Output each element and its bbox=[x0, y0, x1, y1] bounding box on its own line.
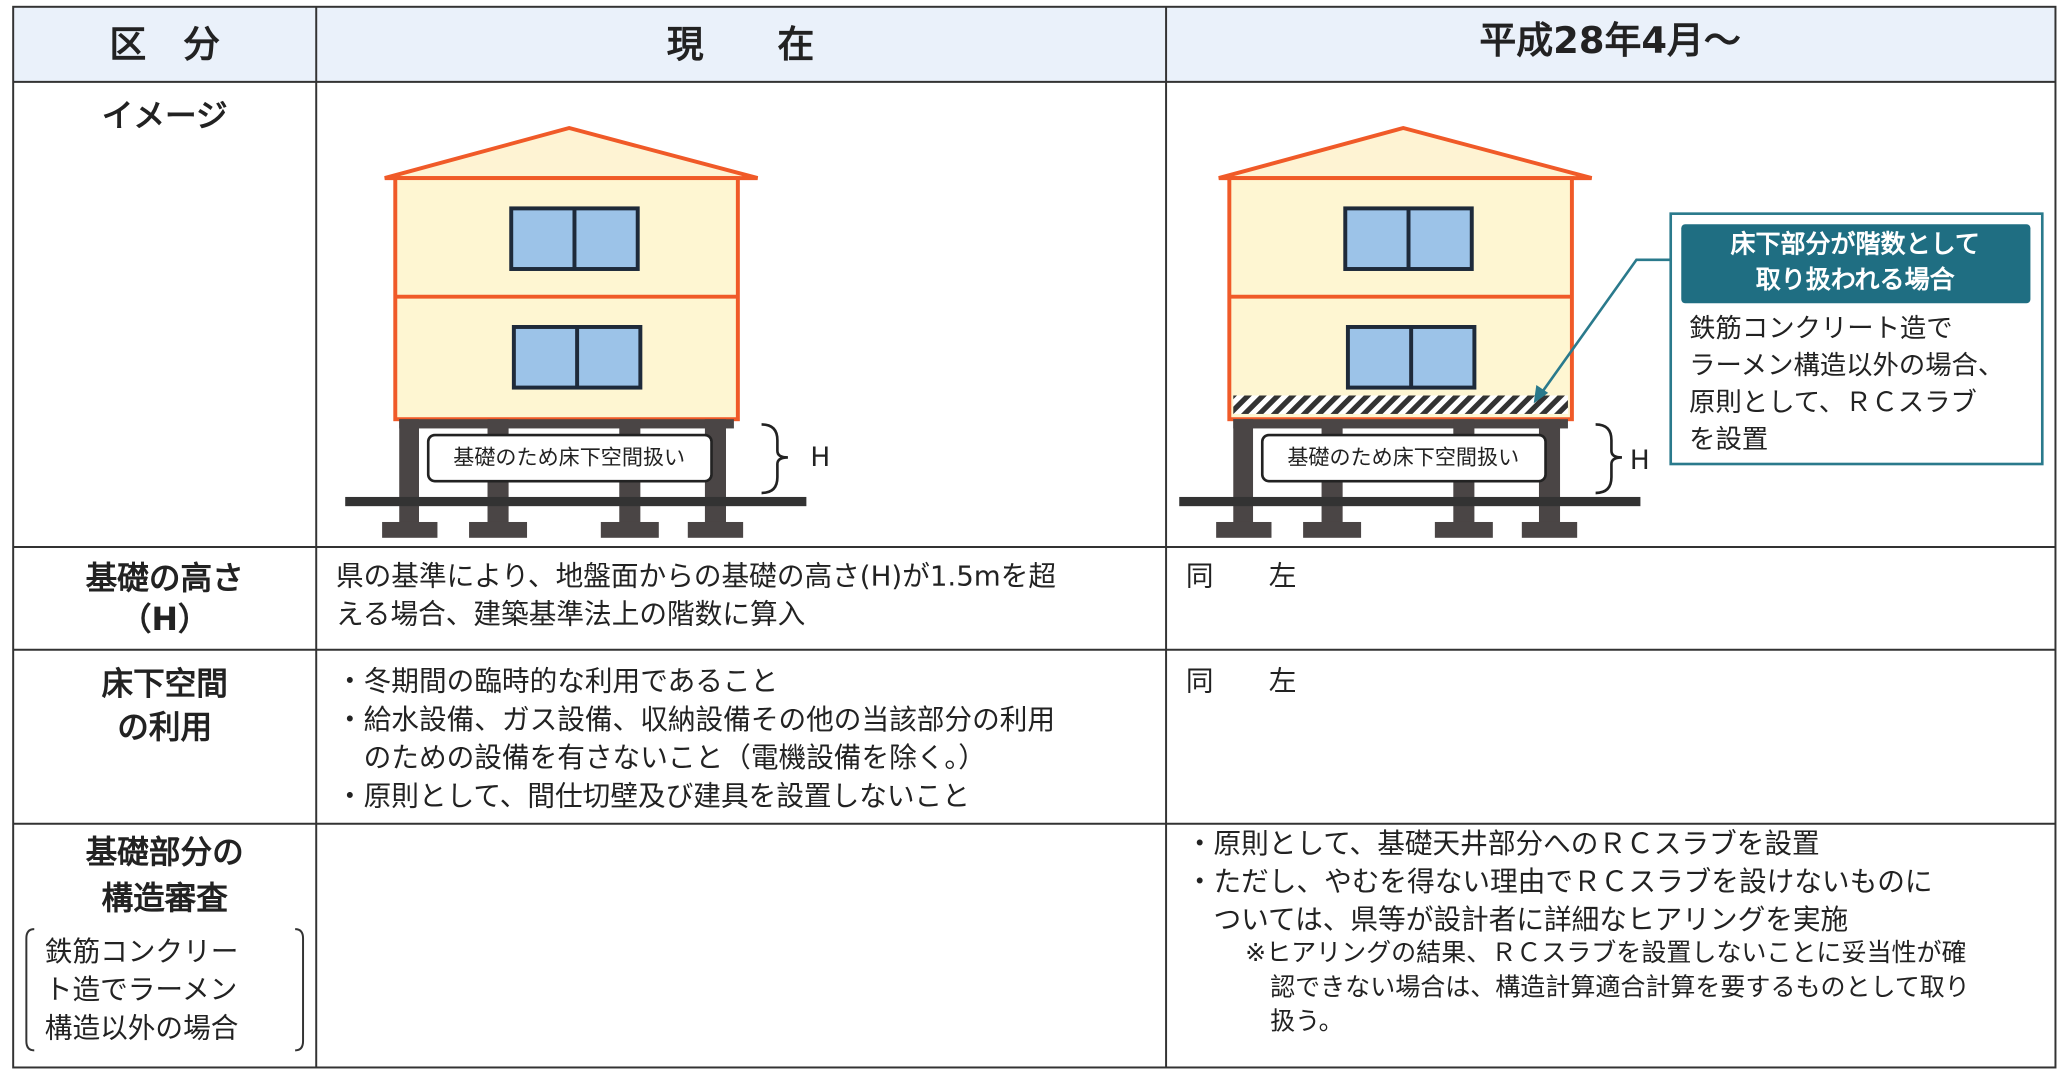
arrow-head bbox=[1533, 384, 1549, 404]
row-label: イメージ bbox=[102, 98, 228, 134]
table-grid bbox=[12, 5, 2057, 1069]
callout-title: 取り扱われる場合 bbox=[1756, 265, 1956, 294]
row-label: の利用 bbox=[117, 710, 212, 746]
header-cell: 平成28年4月～ bbox=[1479, 19, 1740, 62]
body-cells: 県の基準により、地盤面からの基礎の高さ(H)が1.5mを超える場合、建築基準法上… bbox=[336, 559, 1970, 1035]
row-label: 基礎の高さ bbox=[86, 561, 244, 597]
cell-text: ・ただし、やむを得ない理由でＲＣスラブを設けないものに bbox=[1186, 865, 1933, 898]
cell-text: ※ヒアリングの結果、ＲＣスラブを設置しないことに妥当性が確 bbox=[1245, 938, 1966, 967]
cell-text: ・冬期間の臨時的な利用であること bbox=[336, 665, 778, 698]
height-mark: H bbox=[1630, 446, 1650, 476]
callout-text: を設置 bbox=[1689, 425, 1768, 455]
row-label: 構造審査 bbox=[101, 881, 228, 917]
callout-title-bg bbox=[1681, 224, 2031, 304]
header-cell: 区 分 bbox=[109, 23, 220, 66]
callout-text: ラーメン構造以外の場合、 bbox=[1689, 351, 2004, 381]
callout-title: 床下部分が階数として bbox=[1730, 229, 1979, 258]
cell-text: える場合、建築基準法上の階数に算入 bbox=[336, 598, 805, 631]
cell-text: ・原則として、基礎天井部分へのＲＣスラブを設置 bbox=[1186, 827, 1820, 860]
rc-slab bbox=[1233, 395, 1568, 414]
row-label: 床下空間 bbox=[101, 666, 227, 702]
row-note: 構造以外の場合 bbox=[45, 1011, 239, 1044]
cell-text: ・給水設備、ガス設備、収納設備その他の当該部分の利用 bbox=[336, 703, 1055, 736]
callout-text: 鉄筋コンクリート造で bbox=[1689, 314, 1952, 344]
cell-text: 県の基準により、地盤面からの基礎の高さ(H)が1.5mを超 bbox=[336, 559, 1056, 592]
header-bg bbox=[13, 6, 2056, 82]
note-bracket bbox=[25, 928, 305, 1052]
row-label: 基礎部分の bbox=[86, 835, 244, 871]
house-current bbox=[343, 126, 809, 540]
header-cell: 現 在 bbox=[667, 23, 815, 66]
cell-text: 同 左 bbox=[1186, 665, 1297, 698]
image-label: 基礎のため床下空間扱い bbox=[453, 445, 685, 470]
house-future bbox=[1177, 126, 1643, 540]
cell-text: ついては、県等が設計者に詳細なヒアリングを実施 bbox=[1186, 903, 1848, 936]
callout-arrow bbox=[1540, 258, 1671, 394]
cell-text: ・原則として、間仕切壁及び建具を設置しないこと bbox=[336, 779, 970, 812]
row-note: 鉄筋コンクリー bbox=[45, 935, 239, 968]
image-label: 基礎のため床下空間扱い bbox=[1287, 445, 1519, 470]
callout-text: 原則として、ＲＣスラブ bbox=[1689, 388, 1977, 418]
cell-text: のための設備を有さないこと（電機設備を除く。） bbox=[336, 741, 986, 774]
row-label: （H） bbox=[120, 602, 210, 638]
cell-text: 扱う。 bbox=[1245, 1007, 1344, 1036]
height-mark: H bbox=[810, 443, 830, 473]
cell-text: 認できない場合は、構造計算適合計算を要するものとして取り bbox=[1245, 972, 1970, 1001]
cell-text: 同 左 bbox=[1186, 559, 1297, 592]
row-note: ト造でラーメン bbox=[45, 973, 238, 1006]
